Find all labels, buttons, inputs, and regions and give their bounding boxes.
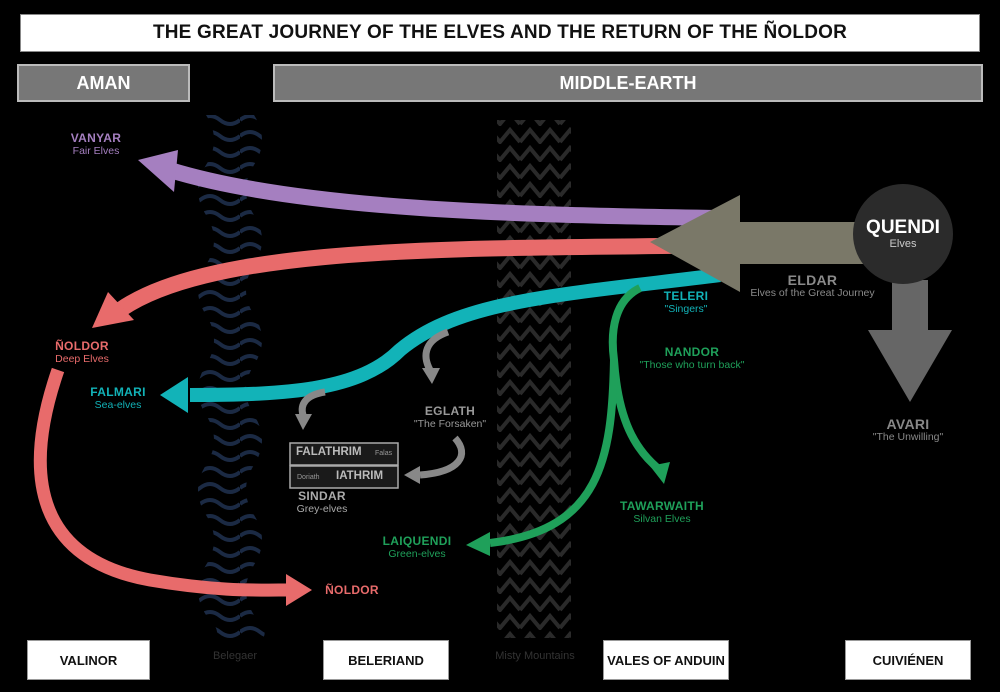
sindar-name: SINDAR [298,489,346,503]
eglath-label: EGLATH "The Forsaken" [404,405,496,431]
eldar-name: ELDAR [787,272,838,288]
nandor-label: NANDOR "Those who turn back" [622,346,762,372]
falathrim-branch [298,388,326,417]
noldor-name: ÑOLDOR [55,339,109,353]
quendi-sub: Elves [889,238,917,250]
region-middle-earth: MIDDLE-EARTH [273,64,983,102]
iathrim-box [289,465,399,489]
iathrim-name: IATHRIM [336,470,384,482]
noldor-route [115,237,721,317]
noldor-return-arrowhead [286,574,312,606]
tawarwaith-arrowhead [650,462,670,484]
eldar-label: ELDAR Elves of the Great Journey [740,272,885,300]
nandor-sub: "Those who turn back" [639,359,745,371]
noldor-return-label: ÑOLDOR [312,584,392,597]
vanyar-route [167,162,721,226]
belegaer-sea [198,115,265,640]
falmari-arrowhead [160,377,188,413]
eldar-arrow [650,195,870,292]
quendi-label: QUENDI Elves [853,218,953,251]
avari-label: AVARI "The Unwilling" [858,416,958,444]
iathrim-tag: Doriath [297,474,320,481]
noldor-return-route [33,367,291,597]
location-valinor: VALINOR [27,640,150,680]
location-belegaer: Belegaer [212,650,258,662]
laiquendi-arrowhead [466,532,490,556]
noldor-return-name: ÑOLDOR [325,583,379,597]
avari-arrow-shaft [892,280,928,335]
falathrim-tag: Falas [375,450,393,457]
laiquendi-sub: Green-elves [388,548,446,560]
location-beleriand: BELERIAND [323,640,449,680]
noldor-sub: Deep Elves [55,353,109,365]
diagram-title: THE GREAT JOURNEY OF THE ELVES AND THE R… [20,14,980,52]
eldar-sub: Elves of the Great Journey [750,287,875,299]
avari-sub: "The Unwilling" [872,431,944,443]
falathrim-box [289,442,399,466]
teleri-route [189,268,721,402]
teleri-label: TELERI "Singers" [650,290,722,316]
avari-arrowhead [868,330,952,402]
location-cuivienen: CUIVIÉNEN [845,640,971,680]
eglath-arrowhead [422,368,440,384]
vanyar-sub: Fair Elves [72,145,120,157]
falmari-label: FALMARI Sea-elves [78,386,158,412]
location-misty-mountains: Misty Mountains [495,650,575,662]
vanyar-name: VANYAR [70,131,122,145]
laiquendi-name: LAIQUENDI [382,534,452,548]
noldor-label: ÑOLDOR Deep Elves [42,340,122,366]
falathrim-arrowhead [295,414,312,430]
falmari-sub: Sea-elves [94,399,142,411]
misty-mountains-range [497,120,571,638]
tawarwaith-sub: Silvan Elves [633,513,691,525]
laiquendi-label: LAIQUENDI Green-elves [372,535,462,561]
tawarwaith-label: TAWARWAITH Silvan Elves [612,500,712,526]
teleri-name: TELERI [663,289,709,303]
region-aman: AMAN [17,64,190,102]
quendi-name: QUENDI [866,217,940,238]
eglath-sub: "The Forsaken" [413,418,487,430]
teleri-sub: "Singers" [664,303,708,315]
location-vales-of-anduin: VALES OF ANDUIN [603,640,729,680]
falmari-name: FALMARI [90,385,146,399]
eglath-name: EGLATH [424,404,476,418]
avari-name: AVARI [886,416,930,432]
vanyar-arrowhead [138,150,178,192]
nandor-name: NANDOR [664,345,720,359]
quendi-circle [853,184,953,284]
tawarwaith-name: TAWARWAITH [620,499,704,513]
sindar-label: SINDAR Grey-elves [282,490,362,516]
sindar-sub: Grey-elves [296,503,348,515]
laiquendi-route [489,359,618,547]
eglath-branch [422,328,450,372]
noldor-arrowhead [92,292,134,328]
falathrim-name: FALATHRIM [296,446,362,458]
iathrim-arrowhead [404,466,420,484]
vanyar-label: VANYAR Fair Elves [56,132,136,158]
iathrim-branch [419,435,466,479]
